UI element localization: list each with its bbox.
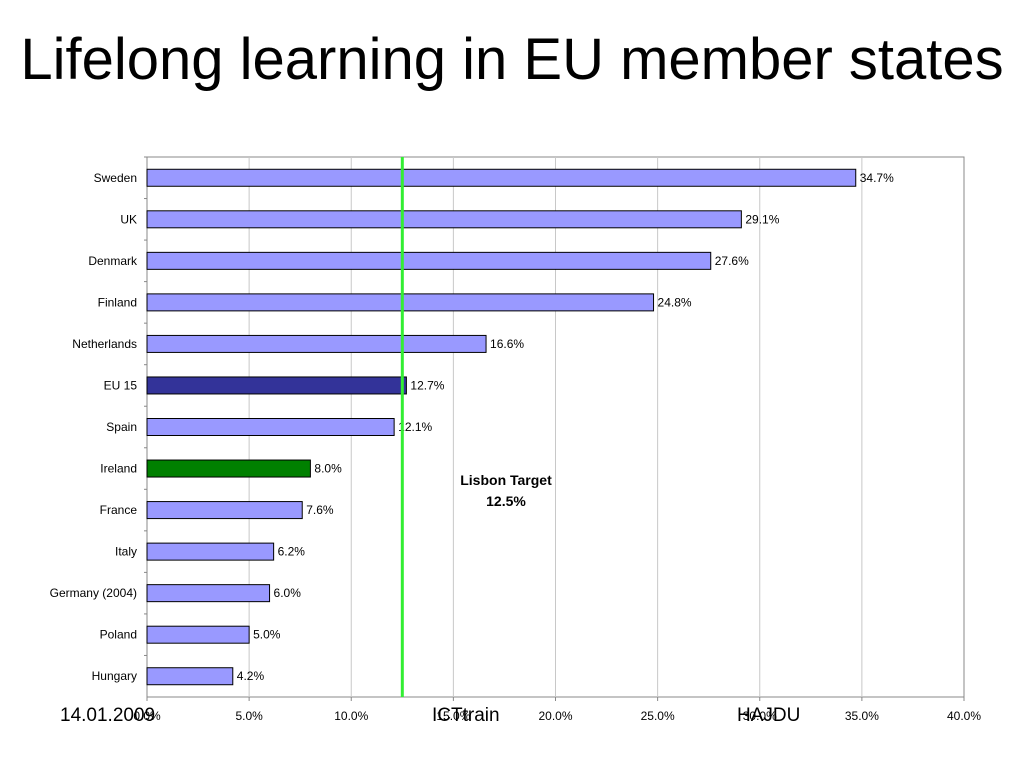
bar [146,168,857,187]
bar [146,251,712,270]
x-axis-ticks: 0.0% 5.0% 10.0% 15.0% 20.0% 25.0% 30.0% 35.0% 40… [133,697,981,723]
x-tick-label: 15.0% [436,709,470,723]
data-label: 16.6% [490,337,524,351]
bar [146,501,303,520]
category-labels: Sweden UK Denmark Finland Netherlands EU 15 Sp… [50,156,147,683]
bars: 34.7% 29.1% 27.6% 24.8% 16.6% 12.7% 12.1% 8.0% 7… [146,168,894,686]
category-label: Finland [98,295,137,309]
bar [146,334,487,353]
data-label: 6.2% [278,545,306,559]
slide-title: Lifelong learning in EU member states [20,27,1004,92]
footer-center: ICTtrain [432,705,500,726]
x-tick-label: 0.0% [133,709,161,723]
data-label: 24.8% [658,295,692,309]
category-label: Sweden [94,171,137,185]
bar [146,293,655,312]
x-tick-label: 35.0% [845,709,879,723]
bar [146,418,395,436]
reference-value-label: 12.5% [486,493,526,509]
category-label: EU 15 [104,378,138,392]
gridlines [248,157,863,697]
data-label: 12.7% [410,378,444,392]
category-label: Italy [115,545,137,559]
category-label: Germany (2004) [50,586,137,600]
category-label: Ireland [100,462,137,476]
data-label: 6.0% [274,586,302,600]
reference-label: Lisbon Target [460,472,552,488]
bar [146,210,742,229]
category-label: Denmark [88,254,138,268]
bar [146,667,234,686]
category-label: France [100,503,138,517]
bar [146,459,311,478]
data-label: 4.2% [237,669,265,683]
footer-author: HAJDU [737,705,801,726]
bar [146,376,407,395]
data-label: 29.1% [745,212,779,226]
data-label: 5.0% [253,628,281,642]
bar [146,584,271,603]
x-tick-label: 30.0% [743,709,777,723]
data-label: 7.6% [306,503,334,517]
data-label: 12.1% [398,420,432,434]
data-label: 27.6% [715,254,749,268]
x-tick-label: 10.0% [334,709,368,723]
x-tick-label: 25.0% [641,709,675,723]
x-tick-label: 20.0% [538,709,572,723]
category-label: Netherlands [72,337,137,351]
bar [146,542,275,561]
x-tick-label: 40.0% [947,709,981,723]
x-tick-label: 5.0% [235,709,263,723]
data-label: 8.0% [314,462,342,476]
category-label: UK [120,212,137,226]
category-label: Hungary [92,669,137,683]
lisbon-target-line-group: Lisbon Target 12.5% [400,157,552,697]
footer-date: 14.01.2009 [60,705,156,726]
bar [146,625,250,644]
category-label: Spain [106,420,137,434]
data-label: 34.7% [860,171,894,185]
category-label: Poland [100,628,137,642]
